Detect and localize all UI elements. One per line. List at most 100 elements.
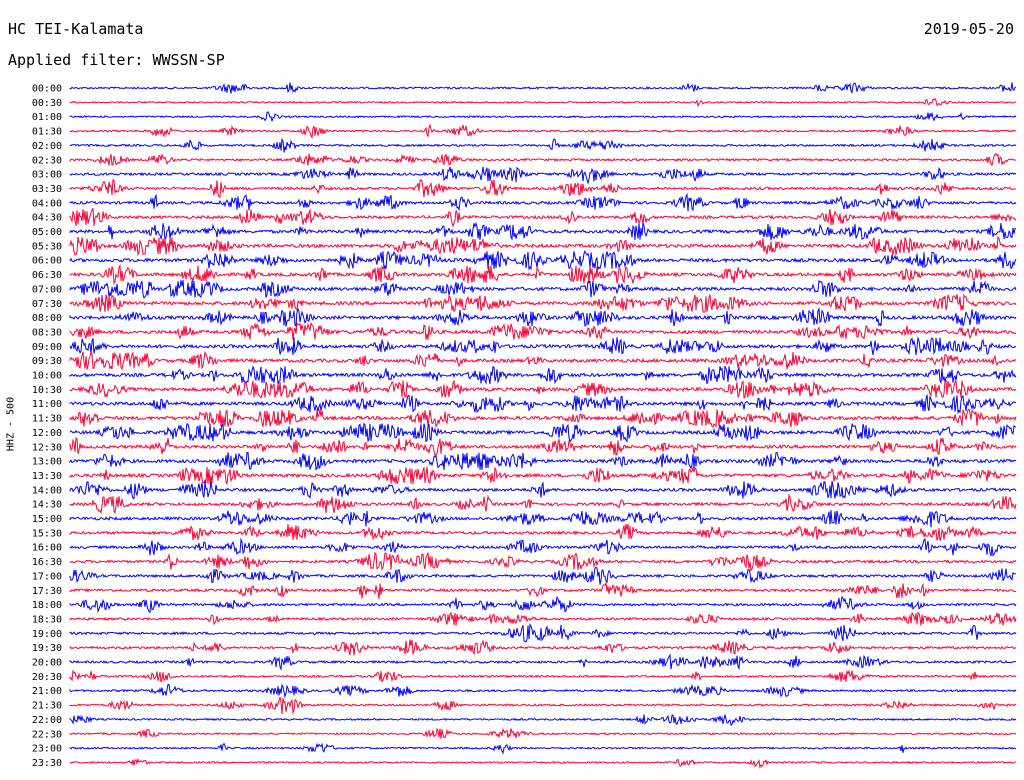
row-label: 08:30	[32, 327, 62, 338]
trace-line	[69, 653, 1017, 671]
row-label: 18:30	[32, 614, 62, 625]
trace-line	[69, 566, 1017, 585]
trace-line	[69, 166, 1017, 185]
row-label: 02:00	[32, 141, 62, 152]
trace-line	[69, 82, 1017, 94]
row-label: 21:00	[32, 686, 62, 697]
row-label: 22:30	[32, 729, 62, 740]
row-label: 17:30	[32, 586, 62, 597]
row-label: 07:30	[32, 299, 62, 310]
trace-line	[69, 235, 1017, 257]
row-label: 23:00	[32, 744, 62, 755]
row-label: 00:00	[32, 84, 62, 95]
trace-line	[69, 279, 1017, 299]
trace-line	[69, 683, 1017, 699]
row-label: 08:00	[32, 313, 62, 324]
trace-line	[69, 293, 1017, 313]
trace-line	[69, 336, 1017, 356]
trace-line	[69, 378, 1017, 399]
row-label: 11:00	[32, 399, 62, 410]
row-label: 06:30	[32, 270, 62, 281]
row-label: 13:00	[32, 457, 62, 468]
trace-line	[69, 436, 1017, 457]
row-label: 14:00	[32, 485, 62, 496]
row-label: 12:30	[32, 442, 62, 453]
trace-line	[69, 264, 1017, 285]
row-label: 18:00	[32, 600, 62, 611]
row-label: 20:00	[32, 658, 62, 669]
trace-line	[69, 622, 1017, 643]
trace-line	[69, 551, 1017, 572]
trace-line	[69, 611, 1017, 626]
row-label: 01:30	[32, 127, 62, 138]
row-label: 14:30	[32, 500, 62, 511]
trace-line	[69, 582, 1017, 600]
row-label: 19:30	[32, 643, 62, 654]
row-label: 10:30	[32, 385, 62, 396]
trace-line	[69, 595, 1017, 614]
trace-line	[69, 422, 1017, 443]
trace-line	[69, 757, 1017, 769]
trace-line	[69, 152, 1017, 167]
trace-line	[69, 192, 1017, 212]
trace-line	[69, 638, 1017, 656]
filter-label: Applied filter: WWSSN-SP	[8, 51, 225, 69]
trace-line	[69, 465, 1017, 486]
trace-line	[69, 714, 1017, 726]
row-label: 09:30	[32, 356, 62, 367]
trace-line	[69, 208, 1017, 228]
trace-line	[69, 669, 1017, 683]
trace-line	[69, 510, 1017, 528]
trace-line	[69, 727, 1017, 739]
trace-line	[69, 178, 1017, 198]
row-label: 10:00	[32, 371, 62, 382]
trace-line	[69, 97, 1017, 108]
row-label: 11:30	[32, 414, 62, 425]
row-label: 03:30	[32, 184, 62, 195]
trace-line	[69, 221, 1017, 242]
row-label: 04:00	[32, 198, 62, 209]
trace-line	[69, 451, 1017, 471]
row-label: 20:30	[32, 672, 62, 683]
row-label: 15:30	[32, 528, 62, 539]
trace-line	[69, 350, 1017, 371]
trace-line	[69, 408, 1017, 428]
row-label: 05:00	[32, 227, 62, 238]
trace-line	[69, 321, 1017, 341]
trace-line	[69, 523, 1017, 542]
trace-line	[69, 742, 1017, 755]
trace-line	[69, 480, 1017, 500]
station-title: HC TEI-Kalamata	[8, 20, 144, 38]
row-label: 03:00	[32, 170, 62, 181]
row-label: 23:30	[32, 758, 62, 769]
row-label: 07:00	[32, 284, 62, 295]
row-label: 01:00	[32, 112, 62, 123]
row-label: 05:30	[32, 241, 62, 252]
trace-line	[69, 537, 1017, 557]
row-label: 22:00	[32, 715, 62, 726]
trace-line	[69, 493, 1017, 515]
row-label: 02:30	[32, 155, 62, 166]
row-label: 17:00	[32, 571, 62, 582]
trace-line	[69, 307, 1017, 327]
row-label: 19:00	[32, 629, 62, 640]
row-label: 16:00	[32, 543, 62, 554]
row-label: 13:30	[32, 471, 62, 482]
trace-line	[69, 137, 1017, 153]
row-label: 06:00	[32, 256, 62, 267]
trace-line	[69, 394, 1017, 415]
row-label: 09:00	[32, 342, 62, 353]
row-label: 00:30	[32, 98, 62, 109]
trace-line	[69, 696, 1017, 715]
trace-line	[69, 123, 1017, 140]
row-label: 12:00	[32, 428, 62, 439]
date-label: 2019-05-20	[923, 20, 1014, 38]
row-label: 04:30	[32, 213, 62, 224]
row-label: 15:00	[32, 514, 62, 525]
row-label: 16:30	[32, 557, 62, 568]
trace-line	[69, 365, 1017, 385]
trace-line	[69, 111, 1017, 122]
row-label: 21:30	[32, 701, 62, 712]
trace-line	[69, 249, 1017, 271]
